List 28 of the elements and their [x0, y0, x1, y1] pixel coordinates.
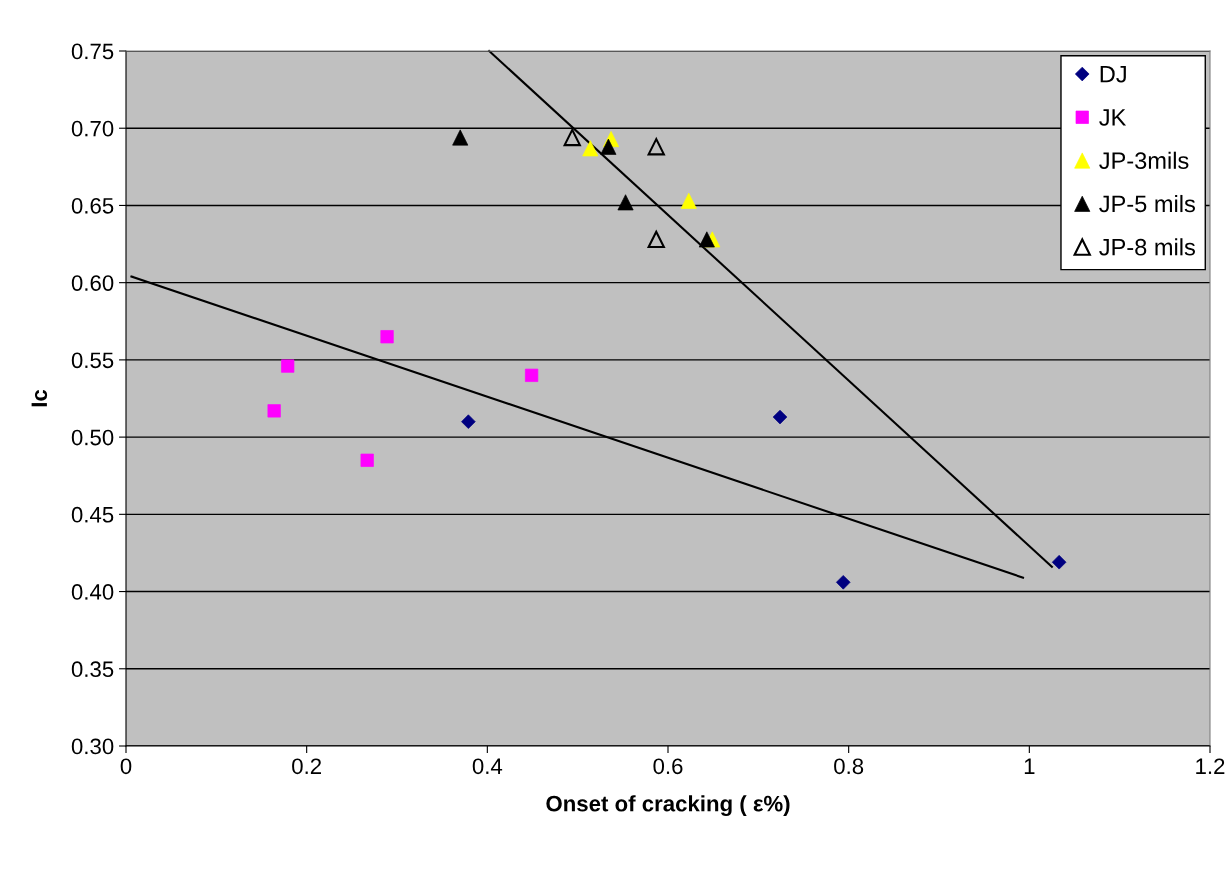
- point: [582, 140, 599, 157]
- x-tick-label: 0.6: [653, 758, 683, 775]
- x-tick-label: 0: [120, 758, 132, 775]
- y-tick-label: 0.40: [71, 584, 114, 600]
- y-tick-label: 0.50: [71, 429, 114, 446]
- legend-label: JP-3mils: [1099, 151, 1189, 170]
- legend-label: JP-5 mils: [1099, 194, 1195, 213]
- x-tick-label: 0.4: [472, 758, 503, 775]
- y-tick-label: 0.65: [71, 197, 114, 214]
- x-tick-label: 1.2: [1196, 758, 1225, 774]
- point: [563, 128, 581, 147]
- x-tick-label: 1: [1024, 758, 1035, 774]
- y-axis-title: Ic: [31, 389, 48, 407]
- legend-label: JP-8 mils: [1099, 238, 1195, 256]
- x-tick-label: 0.2: [292, 758, 321, 775]
- y-tick-label: 0.70: [71, 120, 114, 137]
- legend-label: JK: [1099, 109, 1127, 126]
- y-tick-label: 0.60: [71, 275, 114, 291]
- y-tick-label: 0.30: [71, 738, 114, 755]
- y-tick-label: 0.45: [71, 506, 114, 523]
- x-tick-label: 0.8: [834, 758, 864, 775]
- y-tick-label: 0.55: [71, 352, 114, 369]
- point: [647, 138, 665, 156]
- point: [647, 230, 665, 249]
- legend-label: DJ: [1100, 66, 1126, 83]
- y-tick-label: 0.75: [71, 43, 114, 60]
- y-tick-label: 0.35: [71, 661, 114, 678]
- x-axis-title: Onset of cracking ( ε%): [546, 795, 790, 816]
